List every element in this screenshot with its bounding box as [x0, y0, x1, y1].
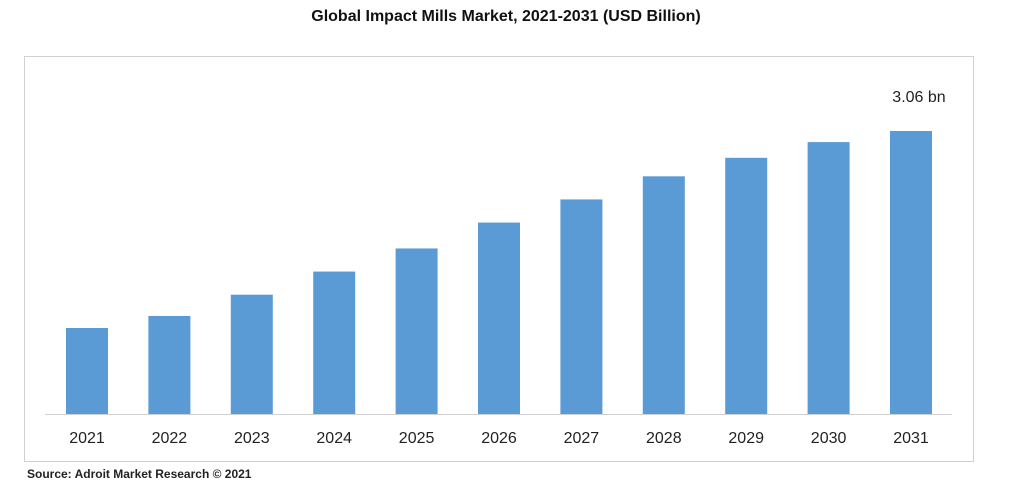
x-tick-label: 2027	[564, 430, 600, 447]
x-tick-label: 2024	[316, 430, 352, 447]
x-tick-label: 2021	[69, 430, 105, 447]
bar-2029	[725, 157, 768, 415]
x-tick-label: 2025	[399, 430, 435, 447]
chart-frame	[24, 56, 974, 462]
source-note: Source: Adroit Market Research © 2021	[27, 467, 252, 481]
bar-2030	[807, 142, 850, 415]
data-label: 3.06 bn	[892, 89, 945, 106]
bar-2026	[478, 222, 520, 414]
bar-2031	[890, 131, 932, 414]
bar-2022	[148, 315, 191, 414]
x-tick-label: 2029	[728, 430, 764, 447]
x-tick-label: 2023	[234, 430, 270, 447]
bar-2027	[560, 199, 603, 414]
x-tick-label: 2030	[811, 430, 847, 447]
x-tick-label: 2026	[481, 430, 517, 447]
x-tick-label: 2028	[646, 430, 682, 447]
bar-2023	[230, 294, 273, 414]
bar-2025	[395, 248, 438, 414]
bar-2028	[642, 176, 685, 414]
x-tick-label: 2022	[152, 430, 188, 447]
bar-2021	[66, 327, 108, 414]
bar-2024	[313, 271, 356, 414]
x-tick-label: 2031	[893, 430, 929, 447]
chart-title: Global Impact Mills Market, 2021-2031 (U…	[311, 8, 701, 25]
